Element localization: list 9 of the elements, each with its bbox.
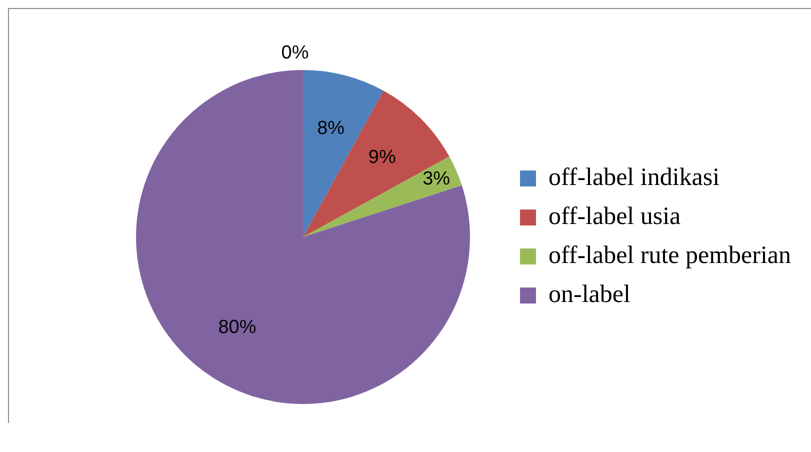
legend-label: off-label usia: [548, 203, 681, 230]
data-label: 3%: [422, 168, 450, 190]
text: 0%: [281, 42, 309, 64]
legend-label: on-label: [548, 281, 630, 308]
data-label: 8%: [317, 118, 345, 139]
data-label: 80%: [218, 316, 256, 338]
legend-label: off-label rute pemberian: [548, 242, 792, 270]
legend-label: off-label indikasi: [548, 164, 720, 192]
data-label: 9%: [368, 147, 396, 168]
